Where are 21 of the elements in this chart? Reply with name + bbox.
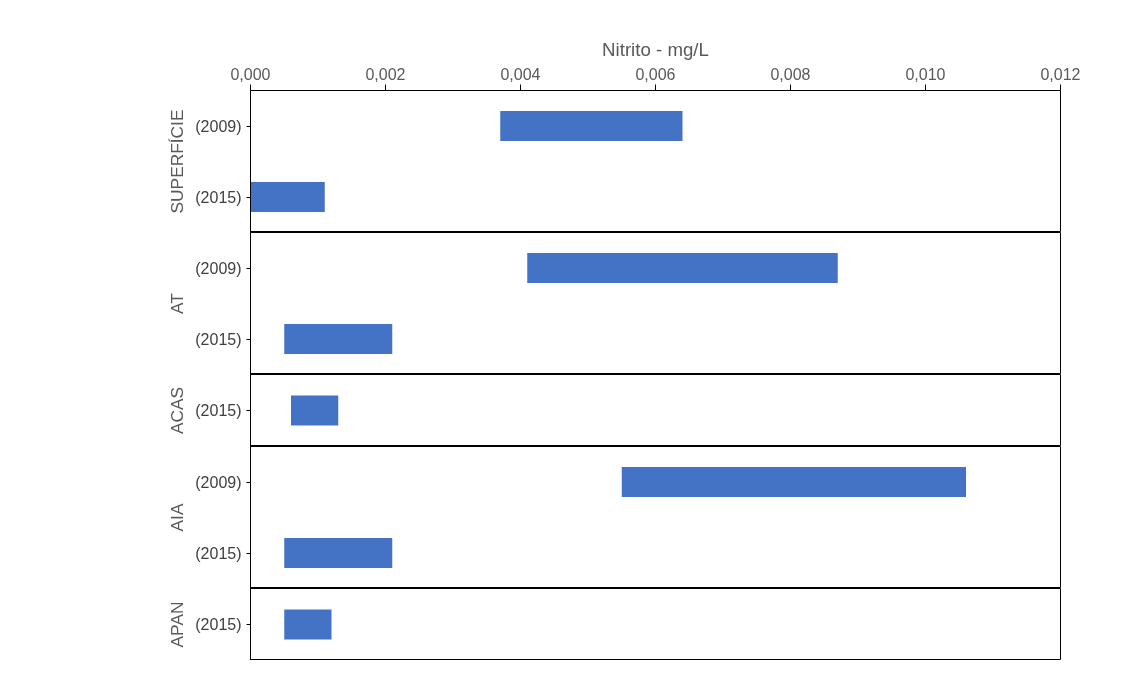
x-axis-title: Nitrito - mg/L [602, 38, 709, 60]
y-tick-label: (2009) [195, 259, 242, 277]
y-axis-title: ACAS [167, 386, 188, 435]
x-tick-label: 0,004 [500, 65, 541, 83]
y-tick-label: (2015) [195, 544, 242, 562]
x-tick-label: 0,000 [230, 65, 271, 83]
x-tick-label: 0,008 [770, 65, 811, 83]
x-tick-label: 0,012 [1040, 65, 1081, 83]
y-tick-label: (2009) [195, 117, 242, 135]
y-axis-title: SUPERFÍCIE [167, 109, 188, 214]
y-axis-title: AIA [167, 503, 188, 532]
y-axis-title: AT [167, 292, 188, 314]
x-tick-label: 0,006 [635, 65, 676, 83]
y-tick-label: (2015) [195, 188, 242, 206]
x-tick-label: 0,002 [365, 65, 406, 83]
y-tick-label: (2009) [195, 473, 242, 491]
x-tick-label: 0,010 [905, 65, 946, 83]
y-tick-label: (2015) [195, 330, 242, 348]
y-tick-label: (2015) [195, 616, 242, 633]
y-tick-label: (2015) [195, 402, 242, 419]
y-axis-title: APAN [167, 601, 188, 648]
